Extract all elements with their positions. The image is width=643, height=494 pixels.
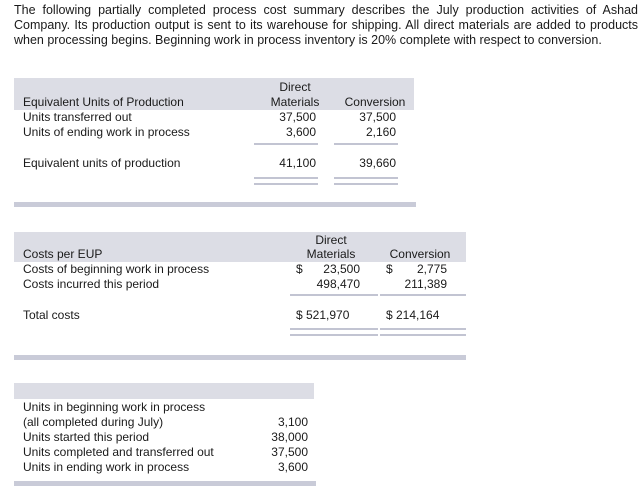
table1-double-rule-conv-bottom xyxy=(334,183,398,185)
table2-row-dm: 498,470 xyxy=(316,277,360,291)
table1-col-conv: Conversion xyxy=(344,95,406,109)
table2-double-rule-dm-top xyxy=(290,328,378,330)
intro-paragraph: The following partially completed proces… xyxy=(14,3,638,47)
table3-row-value: 38,000 xyxy=(271,430,308,444)
table2-total-dm: $ 521,970 xyxy=(296,308,350,322)
table1-col-dm-line2: Materials xyxy=(270,95,320,109)
table3-bottom-bar xyxy=(14,481,316,486)
table1-col-dm-line1: Direct xyxy=(279,80,311,94)
table1-double-rule-conv-top xyxy=(334,177,398,179)
table2-bottom-bar xyxy=(14,355,466,360)
table1-title: Equivalent Units of Production xyxy=(23,95,184,109)
table1-row-dm: 37,500 xyxy=(279,110,316,124)
table2-row-dm: 23,500 xyxy=(323,262,360,276)
table1-double-rule-dm-bottom xyxy=(254,183,318,185)
table2-row-conv-sign: $ xyxy=(386,262,393,276)
table2-header-band xyxy=(14,232,466,262)
table1-total-label: Equivalent units of production xyxy=(23,156,181,170)
table2-col-dm-line2: Materials xyxy=(306,247,356,261)
table2-row-dm-sign: $ xyxy=(296,262,303,276)
table2-row-label: Costs of beginning work in process xyxy=(23,262,210,276)
table2-subtotal-rule-dm xyxy=(290,294,378,296)
table1-double-rule-dm-top xyxy=(254,177,318,179)
table1-row-conv: 2,160 xyxy=(365,125,396,139)
table3-row-label: Units in ending work in process xyxy=(23,460,190,474)
table2-row-conv: 211,389 xyxy=(404,277,448,291)
table1-total-conv: 39,660 xyxy=(359,156,396,170)
table2-row-label: Costs incurred this period xyxy=(23,277,160,291)
table2-total-conv: $ 214,164 xyxy=(386,308,440,322)
table3-row-label: (all completed during July) xyxy=(23,415,164,429)
table2-col-dm-line1: Direct xyxy=(315,233,347,247)
table2-row-conv: 2,775 xyxy=(416,262,447,276)
table3-row-value: 37,500 xyxy=(271,445,308,459)
table3-row-label: Units in beginning work in process xyxy=(23,400,206,414)
table3-row-value: 3,100 xyxy=(277,415,308,429)
table2-title: Costs per EUP xyxy=(23,247,103,261)
table3-row-value: 3,600 xyxy=(277,460,308,474)
table3-row-label: Units completed and transferred out xyxy=(23,445,214,459)
table2-subtotal-rule-conv xyxy=(380,294,466,296)
table1-header-band xyxy=(14,78,414,110)
table1-subtotal-rule-conv xyxy=(334,143,398,145)
table1-row-dm: 3,600 xyxy=(285,125,316,139)
table1-row-label: Units of ending work in process xyxy=(23,125,190,139)
table3-header-band xyxy=(14,383,314,399)
table2-col-conv: Conversion xyxy=(389,247,451,261)
table1-subtotal-rule-dm xyxy=(254,143,318,145)
table2-double-rule-conv-bottom xyxy=(380,334,466,336)
table1-total-dm: 41,100 xyxy=(279,156,316,170)
table2-double-rule-dm-bottom xyxy=(290,334,378,336)
table3-row-label: Units started this period xyxy=(23,430,150,444)
table2-total-label: Total costs xyxy=(23,308,80,322)
table2-double-rule-conv-top xyxy=(380,328,466,330)
table1-row-conv: 37,500 xyxy=(359,110,396,124)
table1-bottom-bar xyxy=(14,202,416,207)
table1-row-label: Units transferred out xyxy=(23,110,132,124)
